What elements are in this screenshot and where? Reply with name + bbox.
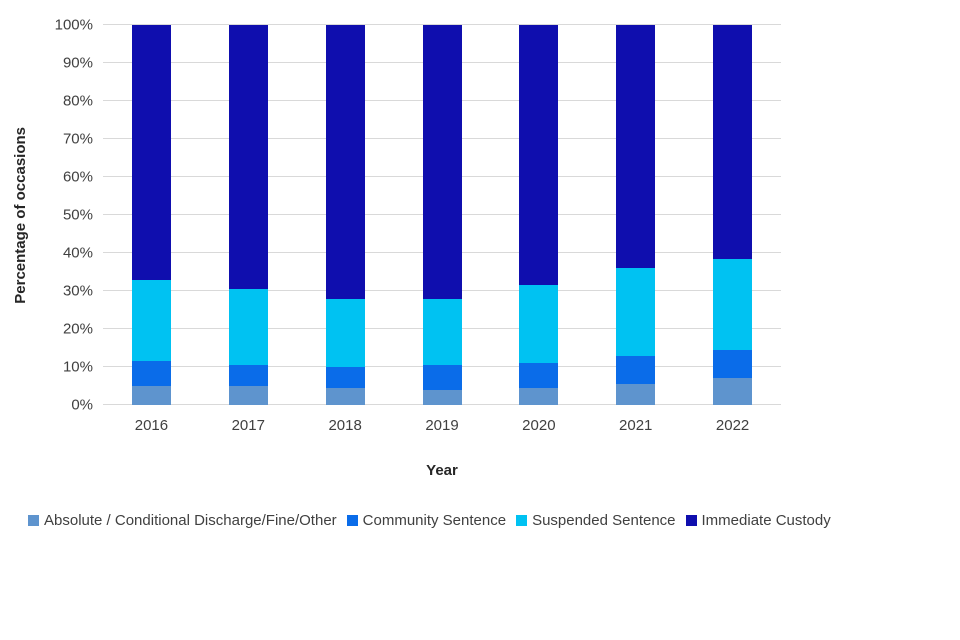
bar-segment [616,384,656,405]
x-axis-tick-label: 2020 [522,417,556,434]
stacked-bar [616,25,656,405]
x-axis-tick-label: 2018 [328,417,362,434]
x-axis-tick-label: 2021 [619,417,653,434]
bar-segment [131,25,171,280]
x-axis-tick-label: 2022 [715,417,750,434]
y-axis-tick-label: 10% [62,358,93,376]
bar-segment [422,298,462,366]
y-axis-tick-label: 40% [62,244,93,262]
y-axis-tick-label: 90% [62,54,93,72]
bar-segment [325,367,365,388]
bar-segment [325,298,365,368]
y-axis-tick-label: 80% [62,92,93,110]
y-axis-tick-label: 30% [62,282,93,300]
bar-segment [228,365,268,386]
legend-label: Suspended Sentence [532,512,676,529]
stacked-bar [519,25,559,405]
bar-segment [228,386,268,405]
bar-slot [103,25,200,405]
legend-swatch-icon [516,515,528,526]
bar-segment [131,279,171,362]
y-axis-tick-label: 50% [62,206,93,224]
bar-slot [490,25,587,405]
x-axis-title: Year [426,462,458,479]
x-axis-tick-label: 2017 [231,417,265,434]
legend-swatch-icon [685,515,697,526]
bar-segment [519,387,559,405]
chart-legend: Absolute / Conditional Discharge/Fine/Ot… [28,512,831,529]
legend-item: Immediate Custody [685,512,831,529]
bar-segment [713,25,753,259]
legend-item: Absolute / Conditional Discharge/Fine/Ot… [28,512,337,529]
bar-slot [394,25,491,405]
y-axis-tick-label: 60% [62,168,93,186]
bar-segment [519,25,559,286]
stacked-bar [228,25,268,405]
bar-segment [713,258,753,350]
legend-item: Suspended Sentence [516,512,676,529]
bar-segment [616,355,656,385]
bars-layer [103,25,781,405]
legend-item: Community Sentence [346,512,507,529]
plot-area [103,24,781,405]
bar-segment [325,387,365,405]
x-axis-tick-label: 2016 [134,417,169,434]
bar-segment [519,285,559,364]
bar-segment [616,25,656,269]
y-axis-tick-labels: 0% 10% 20% 30% 40% 50% 60% 70% 80% 90% 100% [0,18,93,413]
bar-segment [422,25,462,299]
legend-label: Immediate Custody [701,512,831,529]
bar-segment [713,349,753,379]
bar-slot [684,25,781,405]
bar-segment [131,361,171,386]
bar-segment [228,25,268,290]
bar-segment [519,363,559,388]
stacked-bar [131,25,171,405]
bar-segment [228,289,268,366]
y-axis-tick-label: 70% [62,130,93,148]
x-axis-tick-label: 2019 [425,417,459,434]
bar-slot [297,25,394,405]
stacked-bar [422,25,462,405]
bar-segment [616,268,656,356]
y-axis-tick-label: 20% [62,320,93,338]
legend-swatch-icon [346,515,358,526]
x-axis-tick-labels: 2016 2017 2018 2019 2020 2021 2022 [103,417,781,434]
stacked-bar [325,25,365,405]
bar-slot [587,25,684,405]
bar-slot [200,25,297,405]
stacked-bar [713,25,753,405]
y-axis-tick-label: 100% [54,16,93,34]
legend-label: Absolute / Conditional Discharge/Fine/Ot… [44,512,337,529]
legend-swatch-icon [28,515,39,526]
bar-segment [422,389,462,405]
gridline [103,24,781,25]
legend-label: Community Sentence [362,512,507,529]
bar-segment [422,365,462,390]
bar-segment [713,378,753,405]
y-axis-tick-label: 0% [71,396,93,414]
bar-segment [325,25,365,299]
bar-segment [131,386,171,405]
